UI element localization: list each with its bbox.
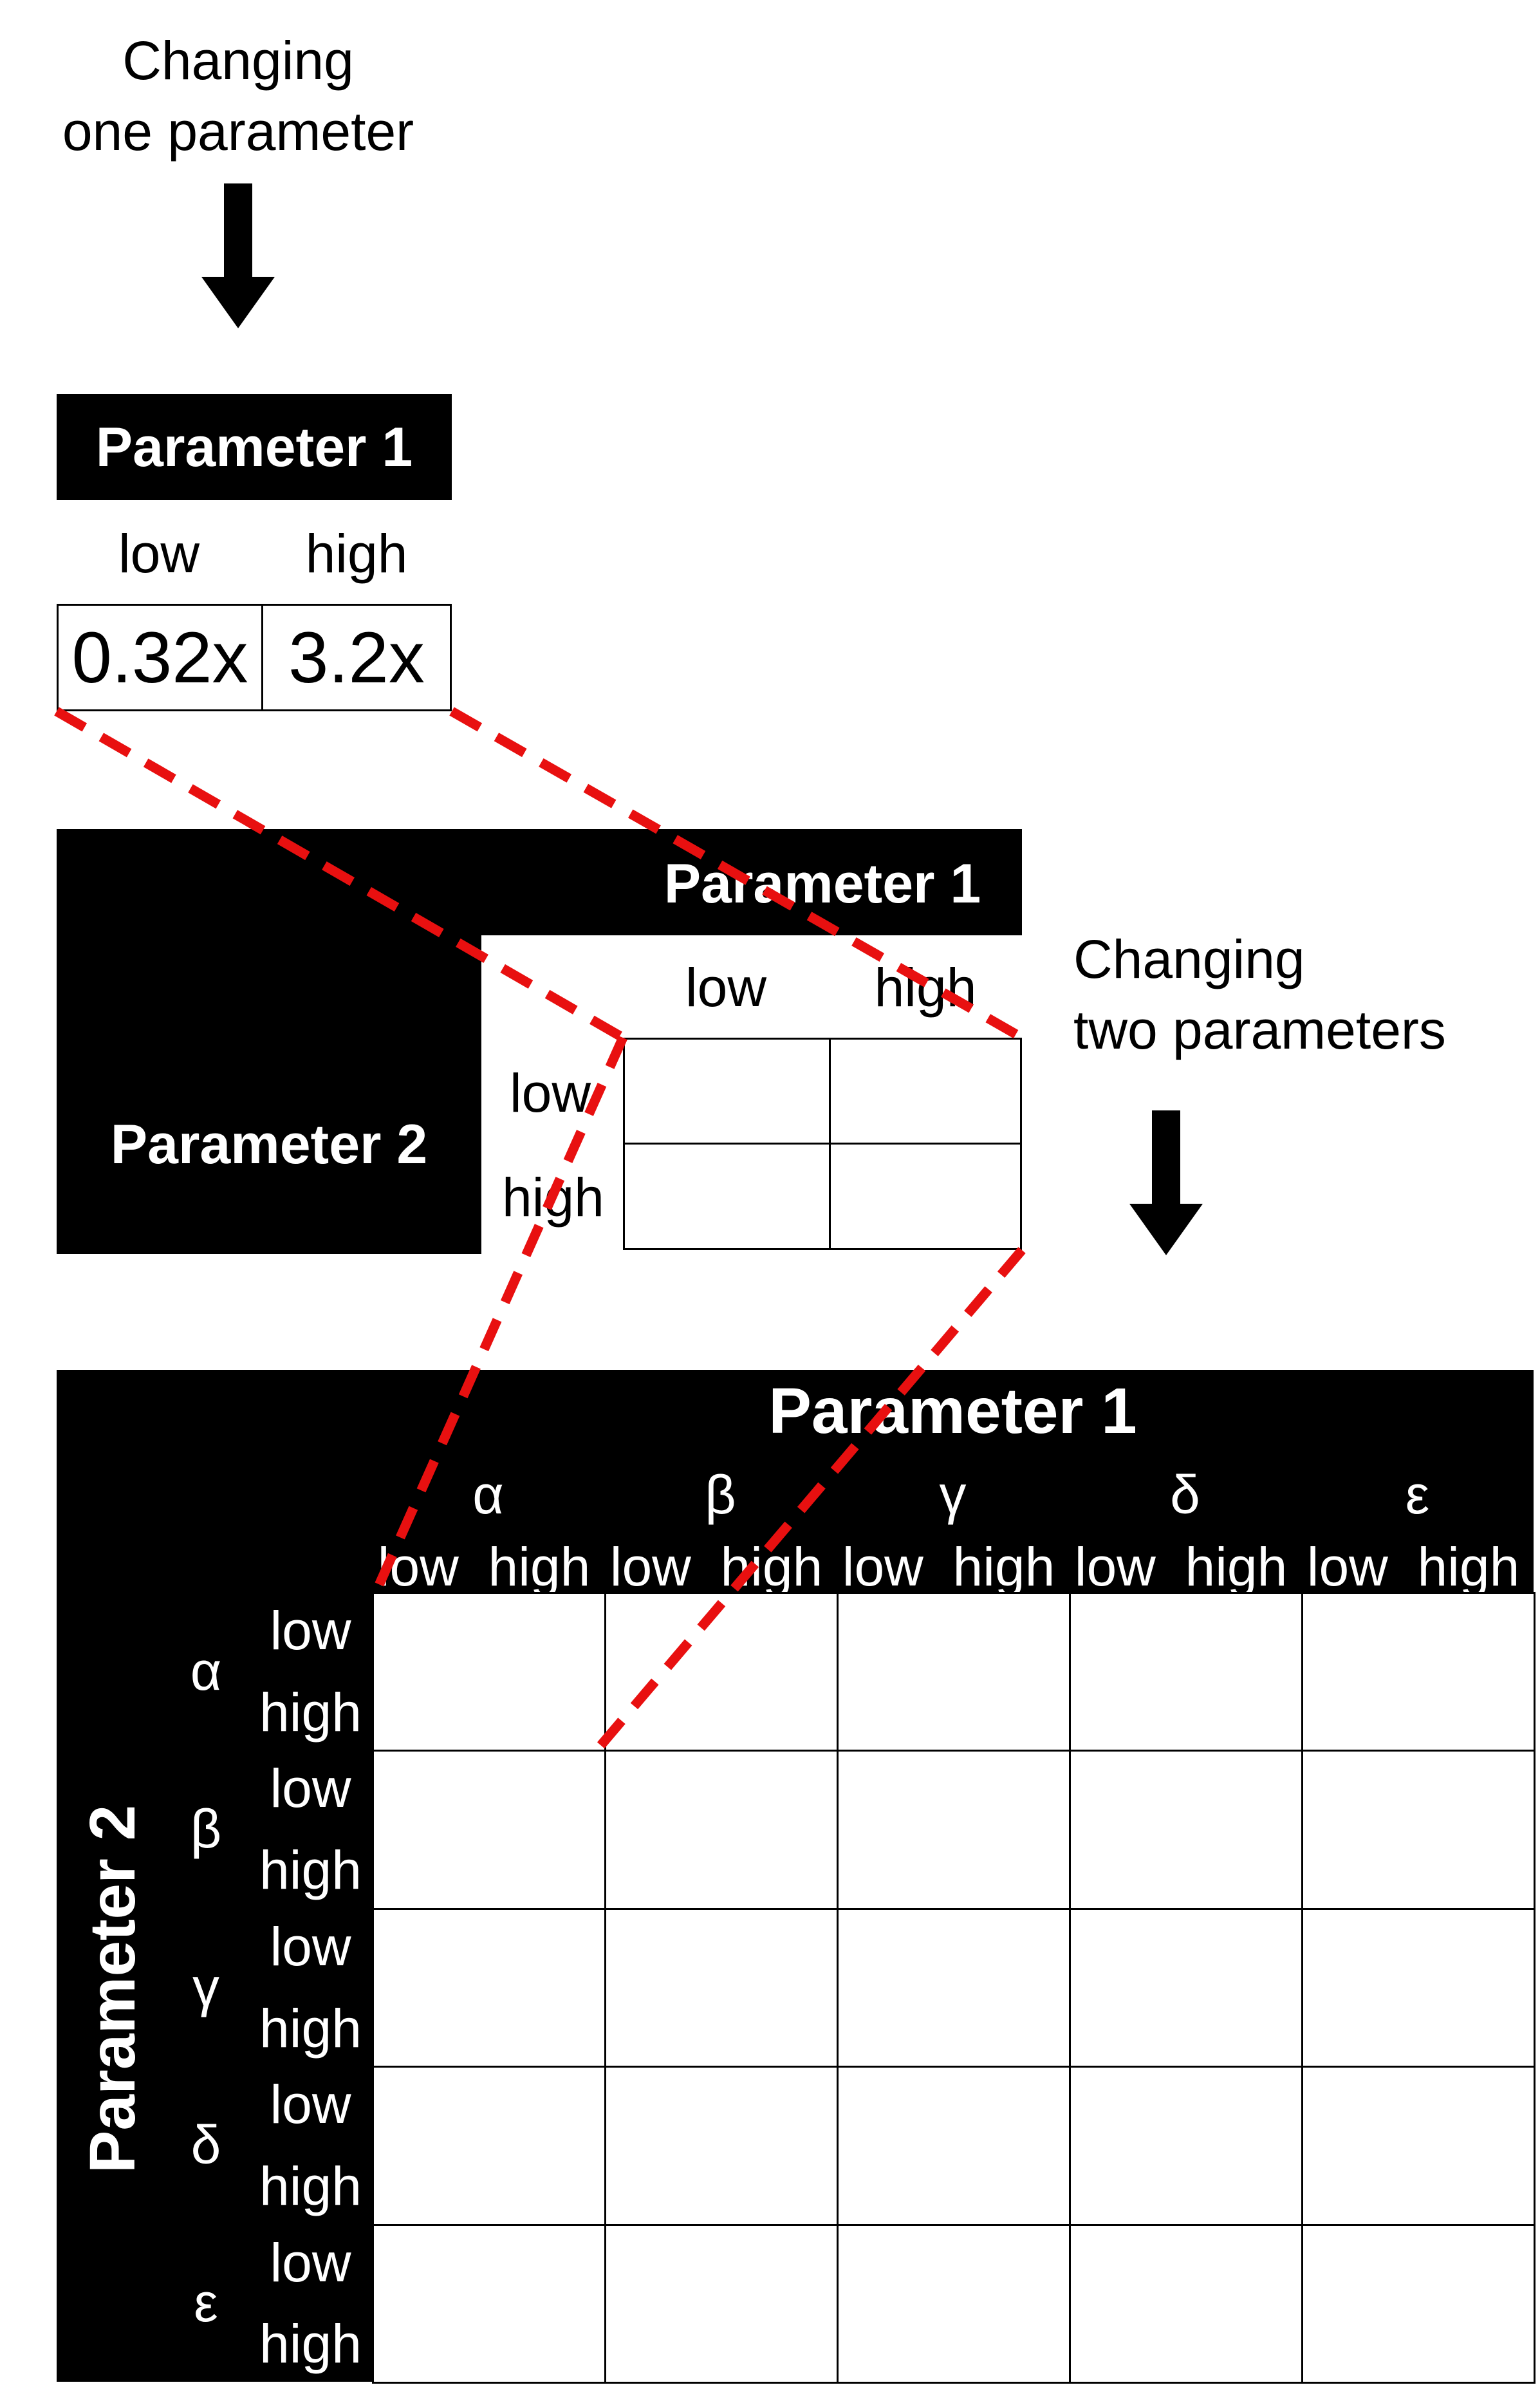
panel1-header-label: Parameter 1 — [95, 416, 413, 478]
panel3-cell — [1069, 2223, 1303, 2384]
panel3-header-top-label: Parameter 1 — [768, 1375, 1137, 1447]
panel3-cell — [372, 1907, 606, 2068]
panel1-col-low: low — [118, 523, 200, 584]
panel1-cell-low — [57, 604, 263, 711]
panel3-row-group-label: δ — [190, 2114, 221, 2175]
panel3-row-level-low: low — [270, 1600, 351, 1661]
panel2-header-left — [57, 829, 481, 1254]
panel3-row-level-low: low — [270, 2074, 351, 2135]
down-arrow-head-icon — [201, 277, 275, 328]
panel1-value-low: 0.32x — [71, 617, 248, 698]
panel3-row-level-low: low — [270, 1758, 351, 1819]
panel1-value-high: 3.2x — [288, 617, 425, 698]
panel2-cell — [623, 1143, 831, 1250]
panel3-col-group-label: β — [705, 1464, 736, 1525]
connector-line — [449, 707, 1025, 1042]
panel3-row-level-high: high — [259, 2314, 362, 2375]
panel3-col-level-high: high — [952, 1537, 1055, 1597]
panel3-row-level-high: high — [259, 2155, 362, 2216]
panel2-header-top-label: Parameter 1 — [663, 853, 981, 915]
panel3-row-level-low: low — [270, 2232, 351, 2293]
panel3-cell — [372, 1592, 606, 1752]
panel3-col-level-low: low — [609, 1537, 691, 1597]
panel3-row-level-high: high — [259, 1681, 362, 1743]
panel3-cell — [1069, 1750, 1303, 1910]
panel3-cell — [372, 1750, 606, 1910]
panel3-row-group-label: β — [190, 1799, 222, 1860]
panel3-cell — [837, 1592, 1071, 1752]
panel2-col-low: low — [685, 957, 767, 1018]
panel3-cell — [372, 2223, 606, 2384]
panel3-col-group-label: α — [472, 1464, 504, 1525]
down-arrow-head-icon — [1129, 1204, 1203, 1255]
panel3-cell — [604, 2223, 839, 2384]
panel3-col-level-low: low — [1306, 1537, 1388, 1597]
panel3-cell — [1301, 2223, 1535, 2384]
panel3-row-group-label: γ — [192, 1956, 219, 2017]
panel3-cell — [1301, 1907, 1535, 2068]
panel2-cell — [829, 1038, 1022, 1145]
panel3-header-left — [57, 1370, 372, 2382]
panel3-row-group-label: α — [190, 1640, 222, 1701]
panel3-row-level-high: high — [259, 1997, 362, 2059]
panel3-cell — [604, 2066, 839, 2226]
panel2-cell — [829, 1143, 1022, 1250]
down-arrow-icon — [1152, 1110, 1180, 1207]
panel3-cell — [1069, 1592, 1303, 1752]
connector-line — [54, 707, 626, 1042]
panel3-cell — [837, 1750, 1071, 1910]
panel3-col-level-high: high — [1185, 1537, 1288, 1597]
caption-two-line2: two parameters — [1073, 1000, 1446, 1060]
caption-one-line1: Changing — [122, 30, 354, 91]
panel2-row-low: low — [510, 1063, 591, 1123]
panel3-col-level-low: low — [1074, 1537, 1156, 1597]
panel3-cell — [1301, 2066, 1535, 2226]
panel2-cell — [623, 1038, 831, 1145]
panel3-row-level-low: low — [270, 1916, 351, 1977]
panel3-col-level-high: high — [488, 1537, 591, 1597]
panel3-col-level-low: low — [842, 1537, 923, 1597]
panel1-cell-high — [261, 604, 452, 711]
panel3-col-group-label: δ — [1170, 1464, 1200, 1525]
caption-two-line1: Changing — [1073, 929, 1305, 989]
caption-one-line2: one parameter — [62, 101, 414, 162]
down-arrow-icon — [224, 183, 252, 280]
panel3-cell — [1301, 1750, 1535, 1910]
connector-line — [370, 1035, 627, 1598]
panel3-row-level-high: high — [259, 1840, 362, 1901]
panel1-col-high: high — [305, 523, 408, 584]
panel3-cell — [604, 1592, 839, 1752]
panel3-row-group-label: ε — [194, 2272, 218, 2333]
panel3-col-group-label: ε — [1405, 1464, 1430, 1525]
panel2-header-left-label: Parameter 2 — [110, 1114, 428, 1175]
panel3-col-group-label: γ — [939, 1464, 967, 1525]
panel3-col-level-high: high — [1417, 1537, 1520, 1597]
connector-line — [593, 1247, 1026, 1753]
panel1-header — [57, 394, 452, 500]
panel3-cell — [1301, 1592, 1535, 1752]
